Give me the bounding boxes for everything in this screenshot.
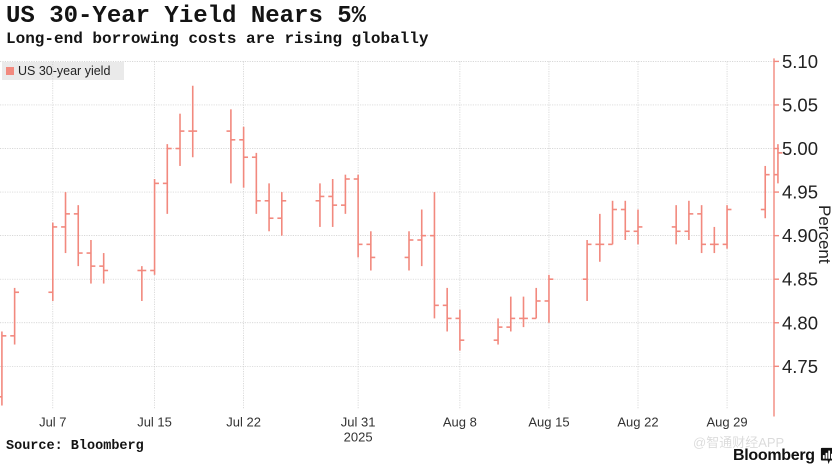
svg-text:4.85: 4.85 bbox=[782, 269, 818, 290]
svg-text:4.90: 4.90 bbox=[782, 225, 818, 246]
svg-text:Jul 7: Jul 7 bbox=[39, 415, 66, 430]
svg-text:5.10: 5.10 bbox=[782, 51, 818, 72]
svg-text:5.05: 5.05 bbox=[782, 94, 818, 115]
svg-text:5.00: 5.00 bbox=[782, 138, 818, 159]
svg-text:Jul 15: Jul 15 bbox=[137, 415, 172, 430]
svg-text:Aug 29: Aug 29 bbox=[706, 415, 747, 430]
svg-text:4.75: 4.75 bbox=[782, 356, 818, 377]
svg-text:Aug 15: Aug 15 bbox=[528, 415, 569, 430]
svg-text:2025: 2025 bbox=[344, 430, 373, 445]
svg-text:Jul 31: Jul 31 bbox=[341, 415, 376, 430]
svg-text:4.95: 4.95 bbox=[782, 182, 818, 203]
svg-text:4.80: 4.80 bbox=[782, 312, 818, 333]
svg-text:Aug 22: Aug 22 bbox=[617, 415, 658, 430]
svg-text:Aug 8: Aug 8 bbox=[443, 415, 477, 430]
svg-text:Jul 22: Jul 22 bbox=[226, 415, 261, 430]
